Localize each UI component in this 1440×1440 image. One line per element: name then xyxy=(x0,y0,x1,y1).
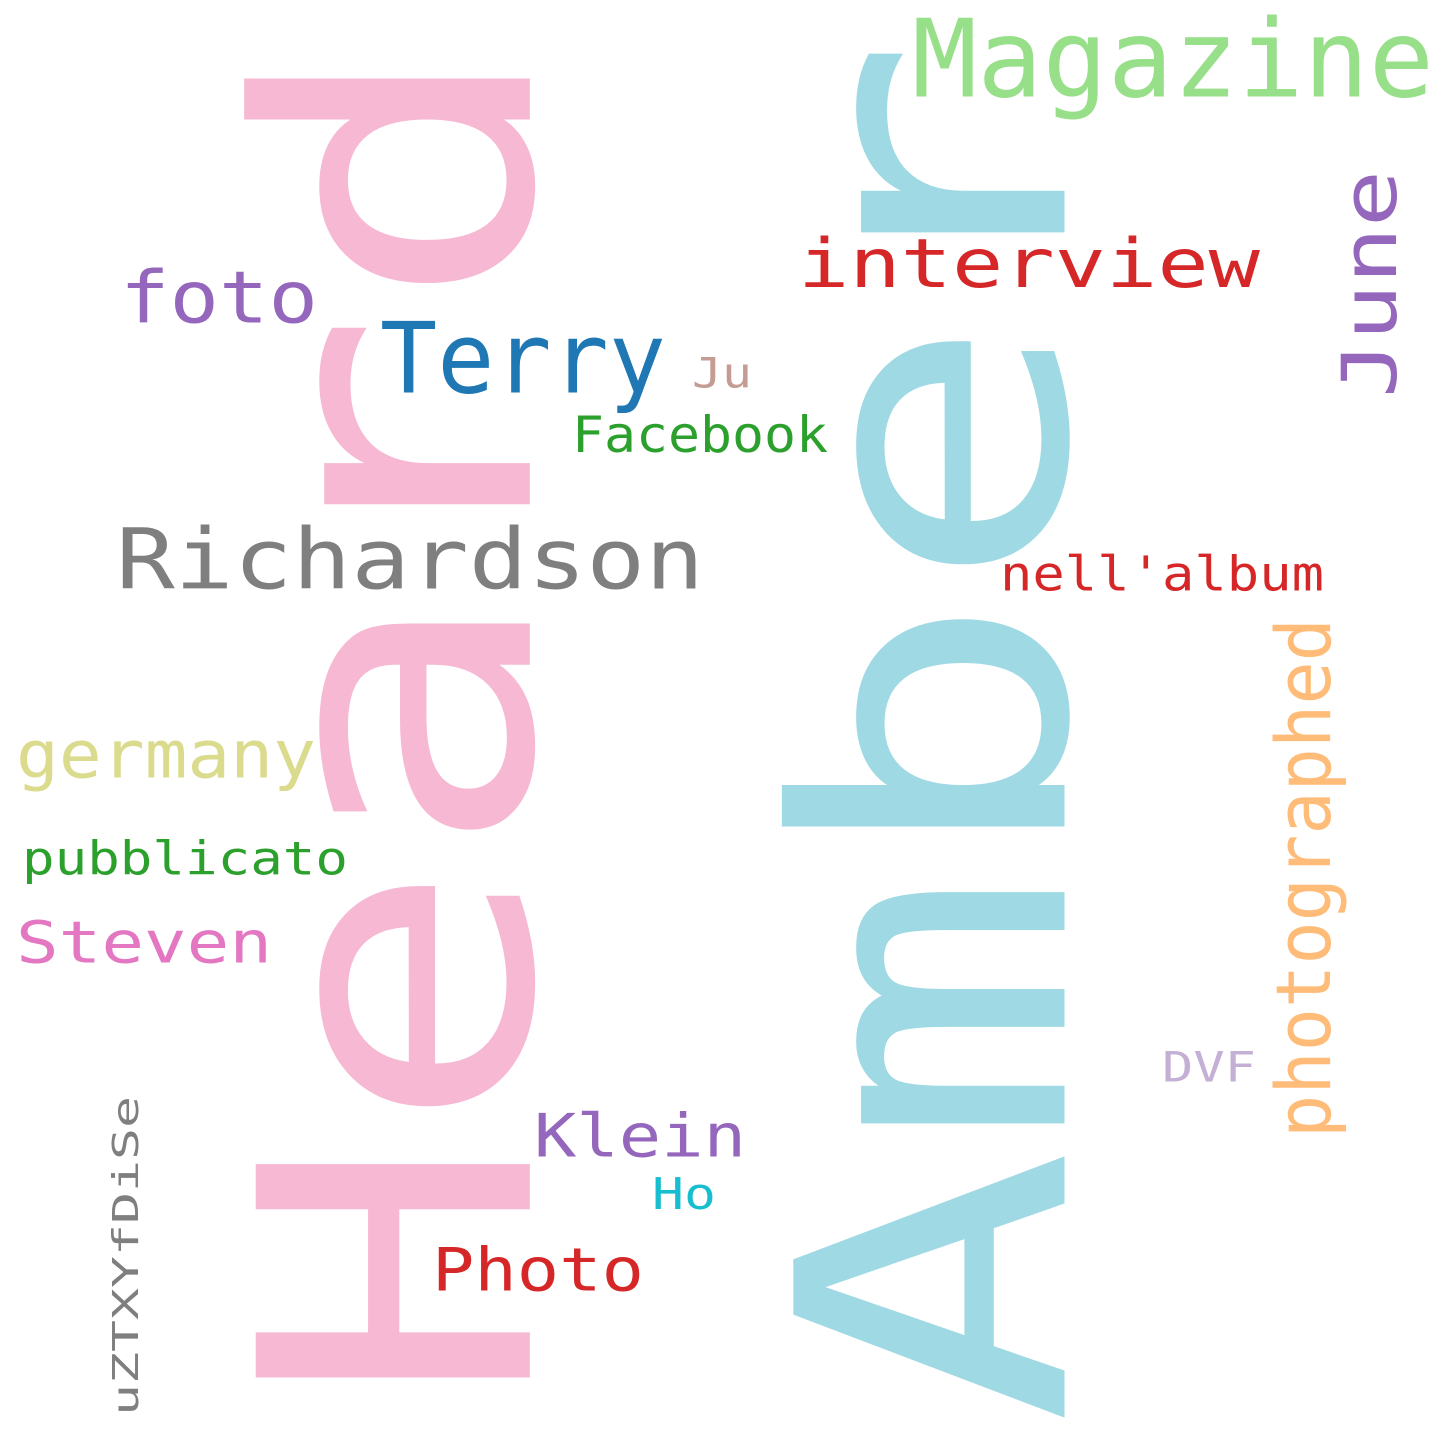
word-foto: foto xyxy=(120,255,318,340)
word-magazine: Magazine xyxy=(912,0,1434,123)
word-terry: Terry xyxy=(380,301,666,416)
word-dvf: DVF xyxy=(1162,1042,1256,1092)
word-photo: Photo xyxy=(432,1234,644,1305)
word-pubblicato: pubblicato xyxy=(22,831,348,886)
word-steven: Steven xyxy=(16,908,272,977)
word-interview: interview xyxy=(798,223,1260,304)
word-ju: Ju xyxy=(692,348,752,398)
word-klein: Klein xyxy=(534,1100,746,1171)
word-nellalbum: nell'album xyxy=(1000,545,1324,602)
word-ho: Ho xyxy=(652,1168,716,1220)
word-facebook: Facebook xyxy=(572,405,828,464)
word-photographed: photographed xyxy=(1259,618,1349,1138)
word-richardson: Richardson xyxy=(116,510,704,609)
word-germany: germany xyxy=(16,716,316,794)
word-uztxyfdise: uZTXYfDiSe xyxy=(104,1096,147,1416)
word-june: June xyxy=(1325,170,1415,398)
